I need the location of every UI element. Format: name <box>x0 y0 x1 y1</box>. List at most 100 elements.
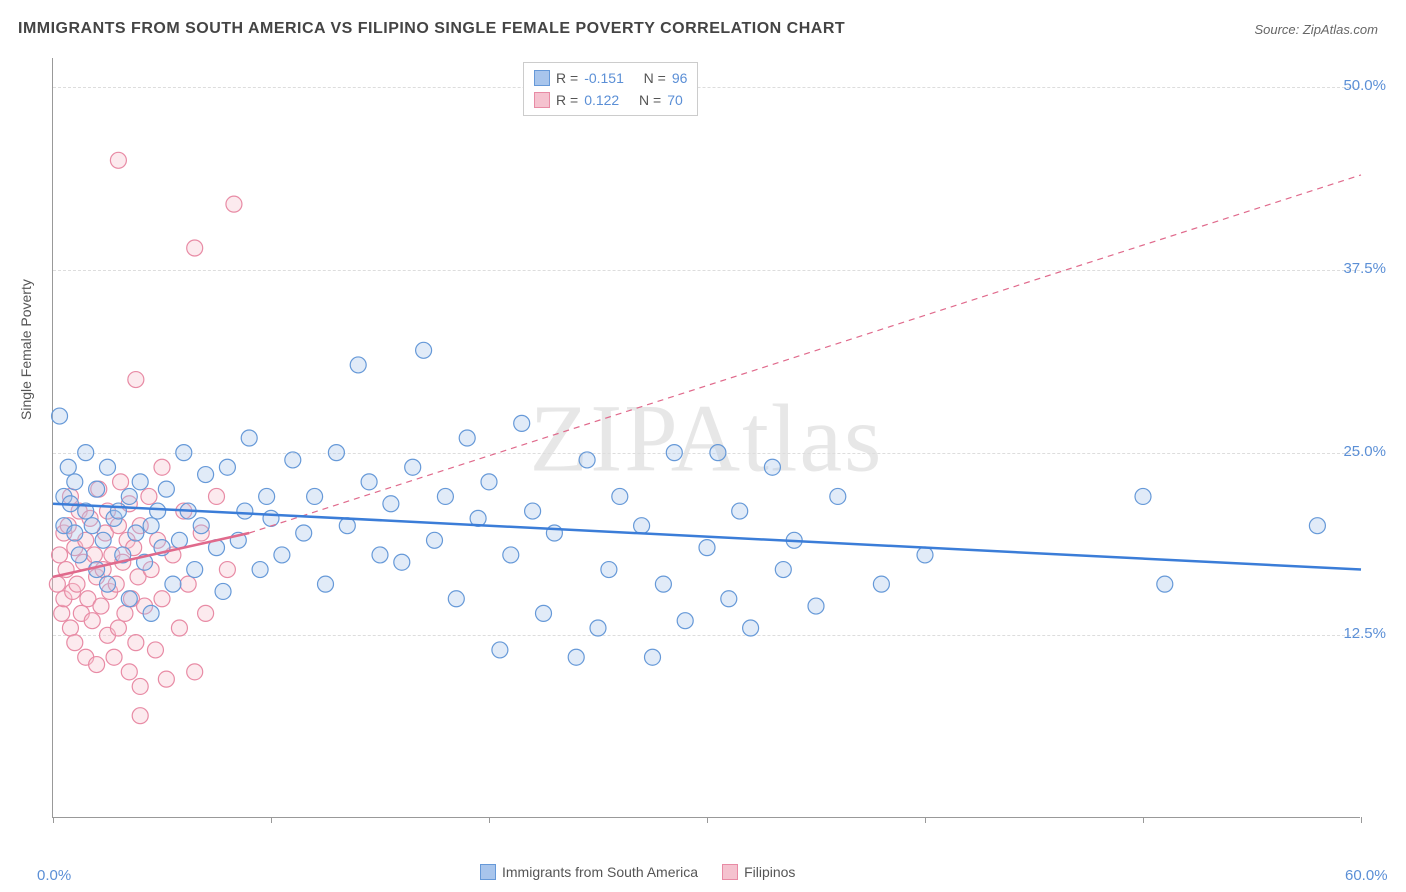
data-point <box>721 591 737 607</box>
data-point <box>147 642 163 658</box>
data-point <box>492 642 508 658</box>
data-point <box>775 562 791 578</box>
data-point <box>121 591 137 607</box>
data-point <box>110 503 126 519</box>
legend-item-pink: Filipinos <box>722 864 795 880</box>
data-point <box>1157 576 1173 592</box>
data-point <box>241 430 257 446</box>
chart-title: IMMIGRANTS FROM SOUTH AMERICA VS FILIPIN… <box>18 20 845 38</box>
data-point <box>372 547 388 563</box>
y-tick-label: 50.0% <box>1343 77 1386 94</box>
data-point <box>106 649 122 665</box>
data-point <box>154 459 170 475</box>
data-point <box>128 635 144 651</box>
data-point <box>71 547 87 563</box>
data-point <box>259 488 275 504</box>
data-point <box>383 496 399 512</box>
data-point <box>62 620 78 636</box>
data-point <box>361 474 377 490</box>
data-point <box>917 547 933 563</box>
data-point <box>226 196 242 212</box>
data-point <box>100 459 116 475</box>
data-point <box>143 605 159 621</box>
data-point <box>187 240 203 256</box>
y-axis-label: Single Female Poverty <box>18 279 34 420</box>
data-point <box>180 576 196 592</box>
data-point <box>764 459 780 475</box>
data-point <box>219 459 235 475</box>
data-point <box>634 518 650 534</box>
data-point <box>437 488 453 504</box>
data-point <box>141 488 157 504</box>
plot-area: ZIPAtlas R = -0.151 N = 96 R = 0.122 N =… <box>52 58 1360 818</box>
data-point <box>165 576 181 592</box>
legend-label-blue: Immigrants from South America <box>502 864 698 880</box>
data-point <box>132 474 148 490</box>
source-label: Source: <box>1254 22 1302 37</box>
data-point <box>67 525 83 541</box>
data-point <box>121 488 137 504</box>
data-point <box>89 481 105 497</box>
y-tick-label: 25.0% <box>1343 443 1386 460</box>
data-point <box>193 518 209 534</box>
data-point <box>93 598 109 614</box>
data-point <box>100 576 116 592</box>
data-point <box>52 408 68 424</box>
data-point <box>307 488 323 504</box>
data-point <box>481 474 497 490</box>
data-point <box>117 605 133 621</box>
data-point <box>143 518 159 534</box>
data-point <box>503 547 519 563</box>
legend-item-blue: Immigrants from South America <box>480 864 698 880</box>
data-point <box>67 635 83 651</box>
tick-v <box>1361 817 1362 823</box>
data-point <box>590 620 606 636</box>
data-point <box>84 613 100 629</box>
data-point <box>150 503 166 519</box>
data-point <box>732 503 748 519</box>
data-point <box>176 445 192 461</box>
source-name: ZipAtlas.com <box>1303 22 1378 37</box>
series-legend: Immigrants from South America Filipinos <box>480 864 795 880</box>
data-point <box>84 518 100 534</box>
data-point <box>1135 488 1151 504</box>
data-point <box>198 605 214 621</box>
data-point <box>60 459 76 475</box>
data-point <box>187 562 203 578</box>
data-point <box>743 620 759 636</box>
data-point <box>237 503 253 519</box>
data-point <box>579 452 595 468</box>
data-point <box>132 708 148 724</box>
data-point <box>209 488 225 504</box>
data-point <box>67 474 83 490</box>
data-point <box>427 532 443 548</box>
data-point <box>405 459 421 475</box>
chart-container: IMMIGRANTS FROM SOUTH AMERICA VS FILIPIN… <box>0 0 1406 892</box>
data-point <box>69 576 85 592</box>
trend-line <box>53 504 1361 570</box>
data-point <box>612 488 628 504</box>
data-point <box>710 445 726 461</box>
data-point <box>645 649 661 665</box>
data-point <box>121 664 137 680</box>
data-point <box>198 467 214 483</box>
data-point <box>171 532 187 548</box>
swatch-blue-icon <box>480 864 496 880</box>
data-point <box>546 525 562 541</box>
data-point <box>252 562 268 578</box>
data-point <box>328 445 344 461</box>
data-point <box>830 488 846 504</box>
data-point <box>52 547 68 563</box>
data-point <box>54 605 70 621</box>
data-point <box>110 152 126 168</box>
data-point <box>158 481 174 497</box>
data-point <box>113 474 129 490</box>
data-point <box>158 671 174 687</box>
data-point <box>78 445 94 461</box>
data-point <box>514 415 530 431</box>
data-point <box>525 503 541 519</box>
data-point <box>677 613 693 629</box>
data-point <box>89 657 105 673</box>
data-point <box>568 649 584 665</box>
data-point <box>416 342 432 358</box>
